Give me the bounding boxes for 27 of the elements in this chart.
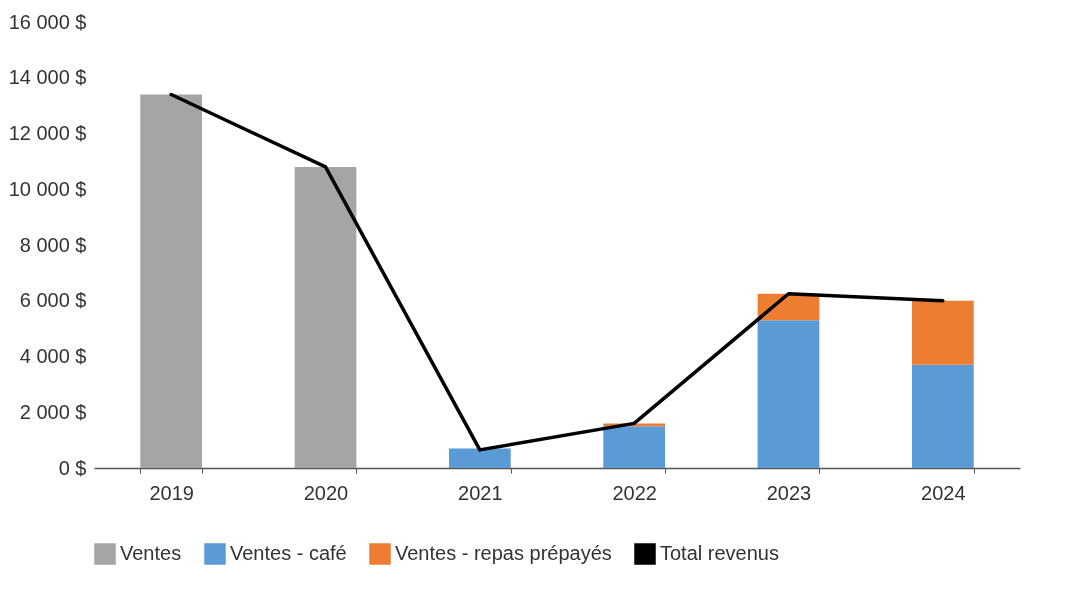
x-tick-label: 2021 [458, 481, 503, 504]
bar [911, 364, 974, 468]
y-tick-label: 6 000 $ [19, 289, 87, 312]
line-series [169, 92, 945, 452]
x-tick-label: 2023 [766, 481, 812, 504]
y-tick-label: 10 000 $ [8, 177, 87, 200]
bar [757, 320, 820, 468]
legend-label: Ventes - café [230, 542, 347, 564]
bar [603, 426, 666, 468]
x-tick-label: 2022 [612, 481, 657, 504]
y-tick-label: 8 000 $ [19, 233, 87, 256]
bar [140, 94, 203, 468]
y-tick-label: 16 000 $ [8, 10, 87, 33]
bar [294, 166, 357, 468]
legend-label: Ventes - repas prépayés [395, 542, 612, 564]
y-tick-label: 14 000 $ [8, 66, 87, 89]
legend-label: Total revenus [660, 542, 779, 564]
x-tick-label: 2019 [149, 481, 194, 504]
x-tick-label: 2020 [303, 481, 349, 504]
x-tick-label: 2024 [921, 481, 966, 504]
y-tick-label: 0 $ [58, 456, 87, 479]
bar [911, 300, 974, 365]
y-tick-label: 12 000 $ [8, 122, 87, 144]
y-tick-label: 4 000 $ [19, 345, 87, 367]
bar [448, 448, 511, 468]
legend-label: Ventes [120, 542, 182, 564]
y-tick-label: 2 000 $ [19, 400, 87, 423]
